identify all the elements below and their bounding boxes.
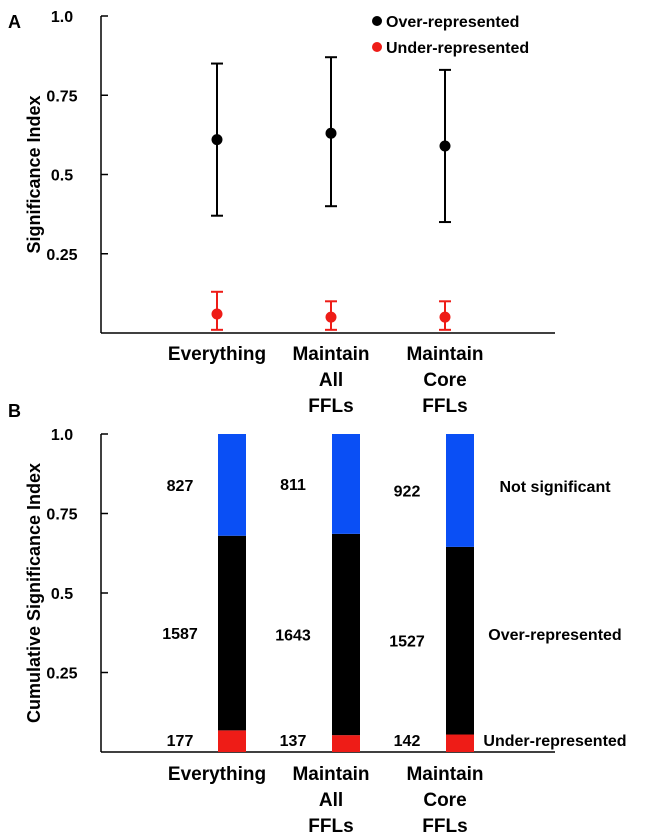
y-tick-label: 1.0	[51, 427, 73, 444]
y-tick-label: 0.25	[46, 666, 77, 683]
data-point	[325, 127, 337, 139]
legend-label: Under-represented	[386, 40, 529, 57]
legend-marker	[372, 16, 382, 26]
bar-segment	[332, 533, 360, 736]
category-label: All	[319, 370, 343, 391]
category-label: Maintain	[292, 764, 369, 785]
bar-segment	[218, 730, 246, 752]
y-tick-label: 0.25	[46, 247, 77, 264]
category-label: Core	[423, 370, 466, 391]
count-label: 177	[167, 733, 194, 750]
category-label: Everything	[168, 764, 266, 785]
bar-segment	[218, 535, 246, 731]
count-label: 811	[280, 477, 306, 494]
y-axis-title: Significance Index	[24, 95, 44, 253]
bar-segment	[332, 434, 360, 534]
bar-segment	[446, 434, 474, 547]
y-axis-title: Cumulative Significance Index	[24, 463, 44, 723]
series-label: Over-represented	[488, 627, 621, 644]
bar-segment	[446, 734, 474, 752]
category-label: FFLs	[308, 816, 353, 837]
data-point	[325, 311, 337, 323]
y-tick-label: 1.0	[51, 9, 73, 26]
category-label: FFLs	[422, 396, 467, 417]
category-label: Maintain	[406, 344, 483, 365]
data-point	[439, 311, 451, 323]
category-label: Core	[423, 790, 466, 811]
y-tick-label: 0.5	[51, 586, 73, 603]
category-label: All	[319, 790, 343, 811]
data-point	[439, 140, 451, 152]
y-tick-label: 0.75	[46, 88, 77, 105]
category-label: FFLs	[308, 396, 353, 417]
data-point	[211, 134, 223, 146]
y-tick-label: 0.75	[46, 507, 77, 524]
category-label: Maintain	[406, 764, 483, 785]
category-label: Everything	[168, 344, 266, 365]
legend-marker	[372, 42, 382, 52]
bar-segment	[218, 434, 246, 536]
bar-segment	[332, 735, 360, 752]
count-label: 827	[167, 478, 194, 495]
y-tick-label: 0.5	[51, 168, 73, 185]
count-label: 137	[280, 733, 307, 750]
data-point	[211, 308, 223, 320]
count-label: 922	[394, 483, 421, 500]
count-label: 1527	[389, 634, 425, 651]
count-label: 142	[394, 733, 421, 750]
legend-label: Over-represented	[386, 14, 519, 31]
count-label: 1643	[275, 627, 311, 644]
bar-segment	[446, 546, 474, 735]
panel-a: A 0.25 0.5 0.75 1.0 Significance Index Over-re…	[8, 9, 555, 417]
category-label: FFLs	[422, 816, 467, 837]
category-label: Maintain	[292, 344, 369, 365]
series-label: Not significant	[499, 479, 611, 496]
panel-b: B 0.25 0.5 0.75 1.0 Cumulative Significance I…	[8, 401, 627, 837]
series-label: Under-represented	[483, 733, 626, 750]
panel-label: B	[8, 401, 21, 421]
panel-label: A	[8, 12, 21, 32]
count-label: 1587	[162, 626, 198, 643]
